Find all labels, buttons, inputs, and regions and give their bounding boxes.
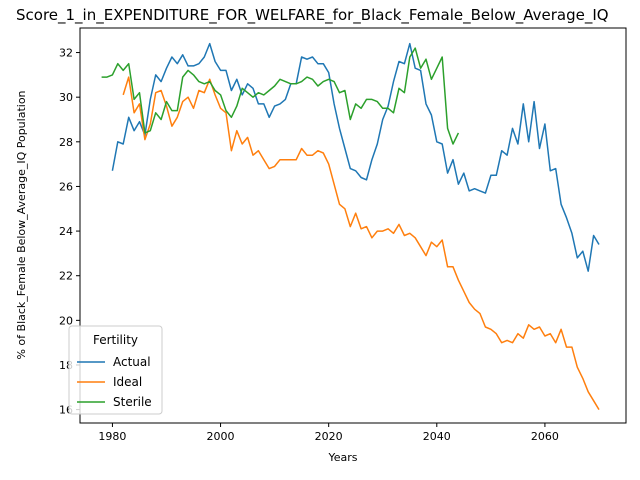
- legend-label-actual: Actual: [113, 355, 151, 369]
- legend-title: Fertility: [93, 333, 138, 347]
- y-tick-label: 22: [59, 270, 73, 283]
- y-axis-label: % of Black_Female Below_Average_IQ Popul…: [15, 90, 28, 359]
- legend: Fertility Actual Ideal Sterile: [68, 325, 163, 415]
- legend-label-sterile: Sterile: [113, 395, 152, 409]
- y-tick-label: 24: [59, 225, 73, 238]
- y-tick-label: 26: [59, 180, 73, 193]
- legend-label-ideal: Ideal: [113, 375, 142, 389]
- series-lines: [101, 42, 600, 410]
- x-axis-ticks: 1980 2000 2020 2040 2060: [98, 423, 559, 443]
- y-tick-label: 32: [59, 47, 73, 60]
- x-tick-label: 2040: [423, 430, 451, 443]
- x-axis-label: Years: [327, 451, 357, 464]
- y-tick-label: 28: [59, 136, 73, 149]
- legend-entries: Actual Ideal Sterile: [77, 355, 152, 409]
- series-line-actual: [111, 42, 600, 272]
- y-tick-label: 30: [59, 91, 73, 104]
- legend-box: [68, 325, 163, 415]
- series-line-ideal: [122, 76, 600, 410]
- chart-title: Score_1_in_EXPENDITURE_FOR_WELFARE_for_B…: [16, 6, 609, 25]
- x-tick-label: 1980: [98, 430, 126, 443]
- y-tick-label: 20: [59, 314, 73, 327]
- x-tick-label: 2060: [531, 430, 559, 443]
- plot-frame: [79, 27, 627, 424]
- series-line-sterile: [101, 47, 460, 145]
- x-tick-label: 2020: [315, 430, 343, 443]
- x-tick-label: 2000: [207, 430, 235, 443]
